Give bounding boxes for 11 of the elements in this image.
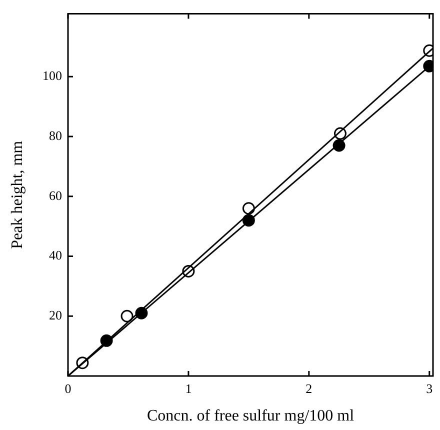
x-tick-label: 3 (426, 381, 433, 396)
y-tick-label: 100 (42, 68, 62, 84)
y-tick-label: 60 (49, 188, 62, 203)
x-axis-title: Concn. of free sulfur mg/100 ml (146, 408, 355, 425)
y-tick-label: 20 (49, 308, 62, 323)
x-tick-label: 0 (64, 381, 72, 396)
y-axis-title: Peak height, mm (8, 140, 26, 249)
y-tick-label: 40 (49, 248, 62, 263)
x-tick-label: 1 (185, 381, 192, 396)
y-tick-label: 80 (49, 128, 62, 143)
x-tick-label: 2 (306, 381, 312, 396)
